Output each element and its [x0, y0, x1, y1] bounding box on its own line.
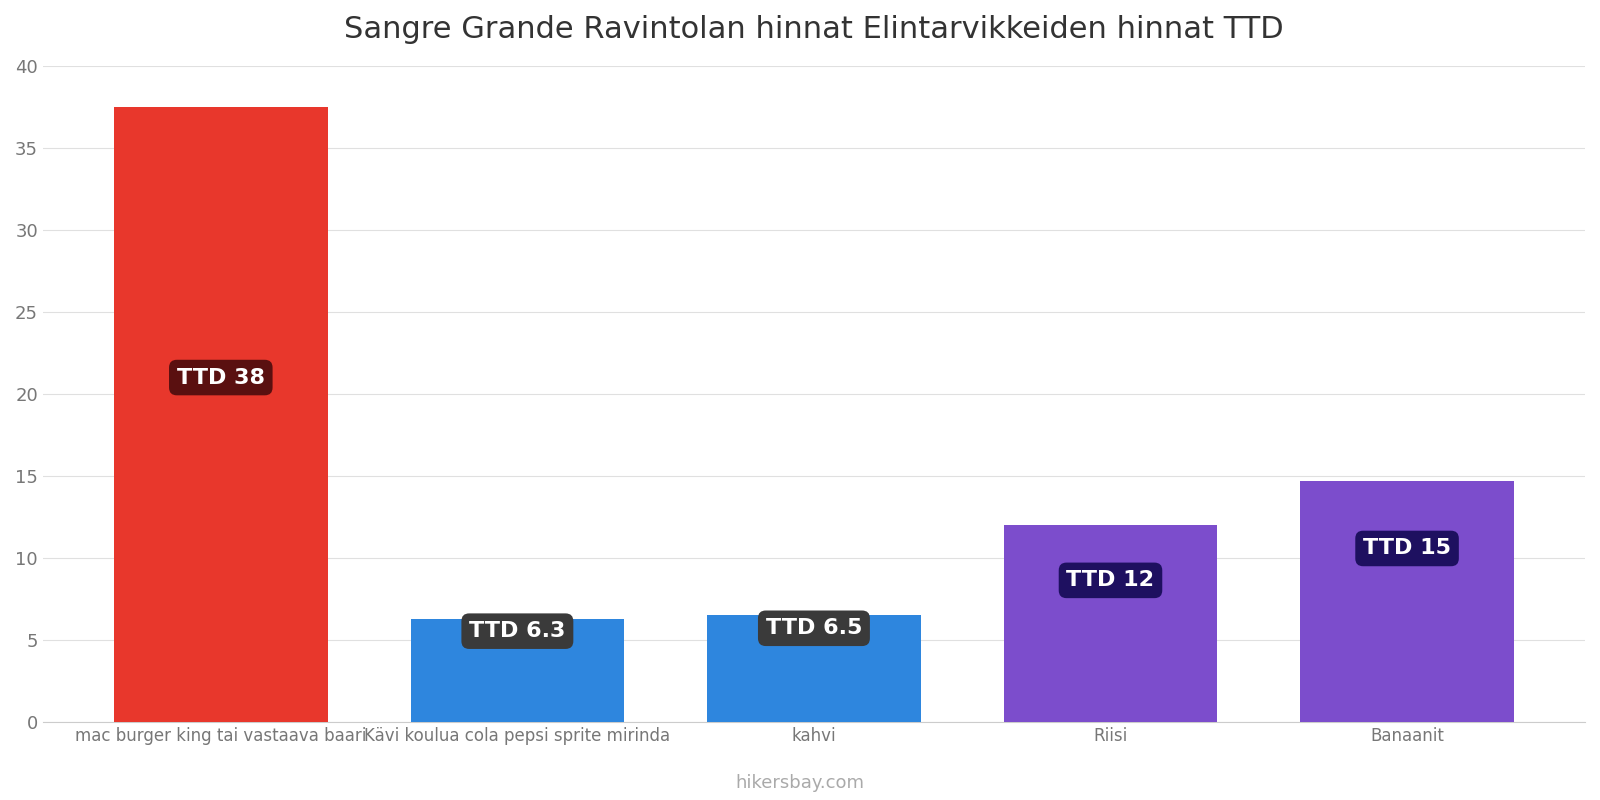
Text: TTD 6.5: TTD 6.5 — [766, 618, 862, 638]
Bar — [411, 618, 624, 722]
Title: Sangre Grande Ravintolan hinnat Elintarvikkeiden hinnat TTD: Sangre Grande Ravintolan hinnat Elintarv… — [344, 15, 1283, 44]
Text: TTD 12: TTD 12 — [1067, 570, 1155, 590]
Bar — [1301, 481, 1514, 722]
Text: TTD 15: TTD 15 — [1363, 538, 1451, 558]
Bar — [114, 107, 328, 722]
Text: TTD 6.3: TTD 6.3 — [469, 621, 565, 641]
Bar — [1003, 526, 1218, 722]
Text: TTD 38: TTD 38 — [178, 367, 266, 387]
Text: hikersbay.com: hikersbay.com — [736, 774, 864, 792]
Bar — [707, 615, 920, 722]
